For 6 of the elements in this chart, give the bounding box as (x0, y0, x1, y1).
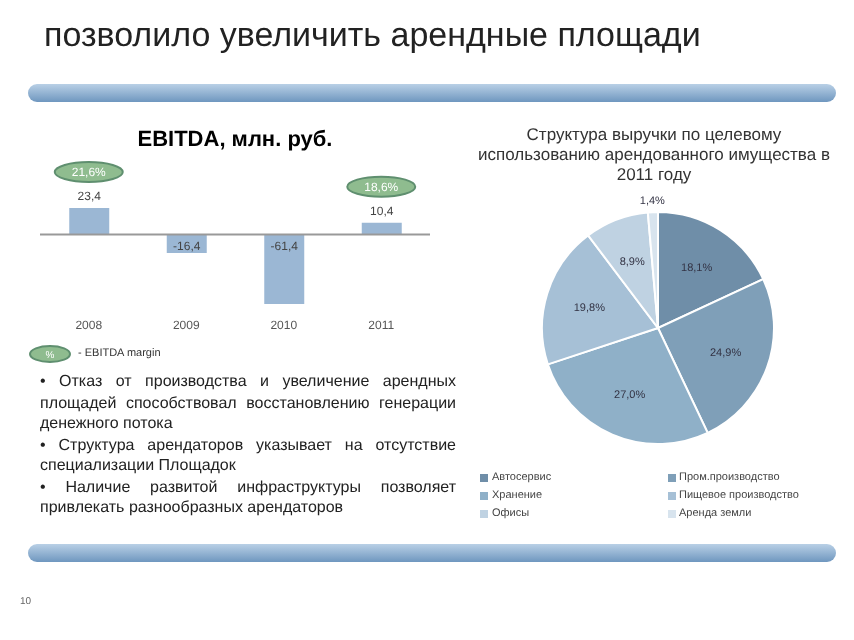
text: позволило увеличить арендные площади (44, 16, 701, 56)
chart-title: Структура выручки по целевому использованию арендованного имущества в 2011 году (476, 124, 832, 184)
chart-title: EBITDA, млн. руб. (135, 128, 335, 152)
text: • Структура арендаторов указывает на отсутствие специализации Площадок (40, 435, 456, 477)
text: • Отказ от производства и увеличение арендных площадей способствовал восстановлению генерации денежного потока (40, 372, 456, 435)
text: • Наличие развитой инфраструктуры позволяет привлекать разнообразных арендаторов (40, 477, 456, 519)
